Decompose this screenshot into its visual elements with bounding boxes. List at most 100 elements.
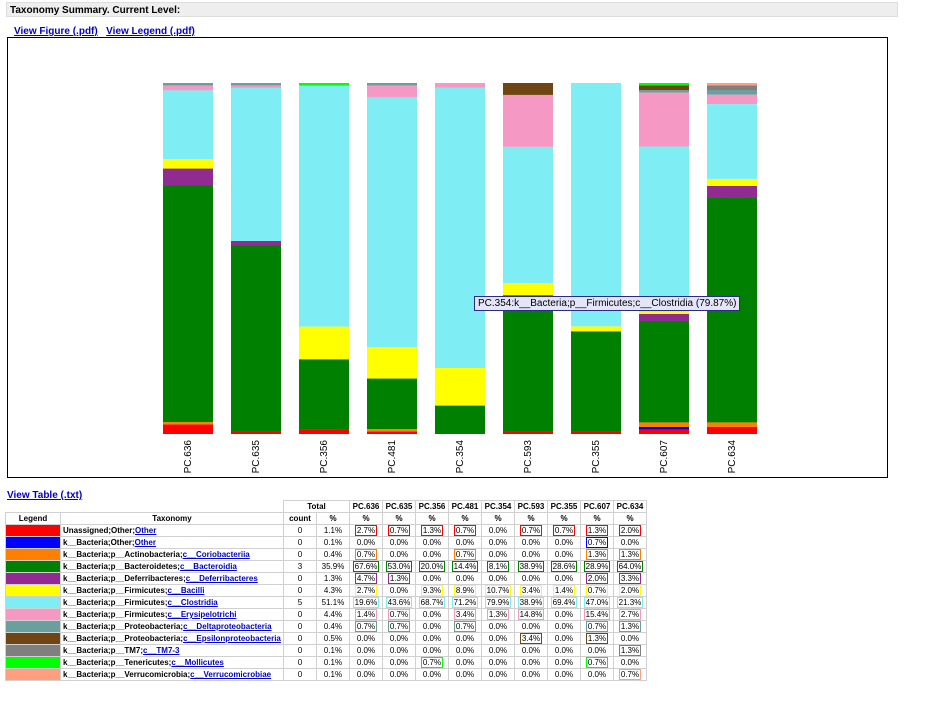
bar-segment-pc634-s10[interactable] [707,85,757,91]
bar-segment-pc636-s4[interactable] [163,168,213,186]
bar-segment-pc634-s12[interactable] [707,83,757,86]
sample-pct-header: % [580,512,614,525]
table-row: k__Bacteria;p__Proteobacteria;c__Epsilon… [5,632,647,645]
bar-segment-pc593-s6[interactable] [503,146,553,284]
sample-pct-cell: 43.6% [382,596,416,609]
x-tick-label: PC.356 [319,440,330,474]
bar-segment-pc593-s7[interactable] [503,94,553,147]
taxonomy-link[interactable]: c__Coriobacteriia [182,550,250,559]
taxonomy-link[interactable]: c__Deferribacteres [185,574,258,583]
view-figure-link[interactable]: View Figure (.pdf) [14,26,98,37]
taxonomy-link[interactable]: c__Clostridia [167,598,218,607]
taxonomy-link[interactable]: c__Bacteroidia [179,562,237,571]
taxonomy-link[interactable]: c__Bacilli [167,586,205,595]
bar-segment-pc607-s11[interactable] [639,83,689,86]
bar-segment-pc356-s11[interactable] [299,83,349,86]
bar-segment-pc636-s8[interactable] [163,83,213,86]
bar-segment-pc356-s6[interactable] [299,85,349,327]
bar-segment-pc355-s6[interactable] [571,83,621,327]
bar-segment-pc355-s3[interactable] [571,331,621,432]
sample-pct-cell: 0.0% [382,548,416,561]
bar-segment-pc607-s3[interactable] [639,320,689,423]
bar-segment-pc635-s6[interactable] [231,87,281,241]
taxonomy-link[interactable]: c__Erysipelotrichi [167,610,237,619]
bar-segment-pc354-s7[interactable] [435,83,485,88]
taxonomy-cell: k__Bacteria;Other;Other [60,536,284,549]
sample-pct-cell: 1.3% [613,620,647,633]
bar-segment-pc607-s1[interactable] [639,426,689,430]
bar-segment-pc636-s5[interactable] [163,159,213,169]
sample-header: PC.636 [349,500,383,513]
legend-swatch [5,632,61,645]
count-cell: 0 [283,548,317,561]
bar-segment-pc636-s2[interactable] [163,422,213,425]
bar-segment-pc634-s5[interactable] [707,178,757,186]
taxonomy-link[interactable]: c__Deltaproteobacteria [183,622,272,631]
bar-segment-pc607-s5[interactable] [639,311,689,314]
taxonomy-link[interactable]: Other [135,526,157,535]
legend-swatch [5,536,61,549]
taxonomy-link[interactable]: Other [134,538,156,547]
sample-pct-cell: 0.7% [547,524,581,537]
sample-pct-cell: 28.9% [580,560,614,573]
bar-segment-pc634-s7[interactable] [707,94,757,105]
bar-segment-pc593-s0[interactable] [503,431,553,434]
bar-segment-pc355-s0[interactable] [571,431,621,434]
sample-pct-cell: 0.7% [580,620,614,633]
bar-segment-pc635-s4[interactable] [231,240,281,246]
view-legend-link[interactable]: View Legend (.pdf) [106,26,195,37]
bar-segment-pc356-s3[interactable] [299,359,349,430]
bar-segment-pc481-s7[interactable] [367,85,417,98]
sample-pct-cell: 0.0% [382,632,416,645]
bar-segment-pc607-s9[interactable] [639,85,689,91]
bar-segment-pc634-s8[interactable] [707,90,757,95]
bar-segment-pc593-s9[interactable] [503,83,553,95]
x-tick-label: PC.634 [727,440,738,474]
bar-segment-pc607-s2[interactable] [639,422,689,427]
bar-segment-pc354-s6[interactable] [435,87,485,369]
sample-pct-cell: 2.0% [613,584,647,597]
bar-segment-pc354-s5[interactable] [435,368,485,406]
taxonomy-link[interactable]: c__Verrucomicrobiae [190,670,272,679]
taxonomy-link[interactable]: c__Epsilonproteobacteria [183,634,281,643]
bar-segment-pc635-s0[interactable] [231,431,281,434]
bar-segment-pc636-s3[interactable] [163,185,213,423]
bar-segment-pc593-s3[interactable] [503,295,553,432]
bar-segment-pc607-s0[interactable] [639,429,689,434]
count-header: count [283,512,317,525]
bar-segment-pc607-s6[interactable] [639,146,689,312]
bar-segment-pc354-s3[interactable] [435,405,485,434]
view-table-link[interactable]: View Table (.txt) [7,490,83,501]
bar-segment-pc607-s8[interactable] [639,90,689,93]
bar-segment-pc636-s0[interactable] [163,424,213,434]
taxonomy-link[interactable]: c__TM7-3 [143,646,180,655]
bar-segment-pc636-s7[interactable] [163,85,213,91]
bar-segment-pc481-s6[interactable] [367,97,417,348]
sample-pct-cell: 0.0% [448,668,482,681]
bar-segment-pc634-s2[interactable] [707,422,757,427]
bar-segment-pc634-s0[interactable] [707,426,757,434]
bar-segment-pc635-s8[interactable] [231,83,281,86]
bar-segment-pc634-s4[interactable] [707,185,757,198]
bar-segment-pc356-s0[interactable] [299,429,349,434]
bar-segment-pc356-s5[interactable] [299,326,349,360]
bar-segment-pc635-s7[interactable] [231,85,281,88]
taxonomy-link[interactable]: c__Mollicutes [171,658,224,667]
bar-segment-pc481-s8[interactable] [367,83,417,86]
count-cell: 0 [283,656,317,669]
bar-segment-pc634-s6[interactable] [707,104,757,179]
bar-segment-pc481-s3[interactable] [367,378,417,430]
bar-segment-pc481-s0[interactable] [367,431,417,434]
bar-segment-pc636-s6[interactable] [163,90,213,160]
bar-segment-pc607-s7[interactable] [639,92,689,147]
bar-segment-pc355-s5[interactable] [571,326,621,332]
legend-swatch [5,608,61,621]
bar-segment-pc481-s2[interactable] [367,429,417,432]
sample-pct-cell: 0.0% [415,644,449,657]
bar-segment-pc481-s5[interactable] [367,347,417,379]
bar-segment-pc593-s5[interactable] [503,283,553,296]
legend-swatch [5,572,61,585]
legend-swatch [5,656,61,669]
bar-segment-pc635-s3[interactable] [231,245,281,432]
bar-segment-pc607-s4[interactable] [639,313,689,321]
